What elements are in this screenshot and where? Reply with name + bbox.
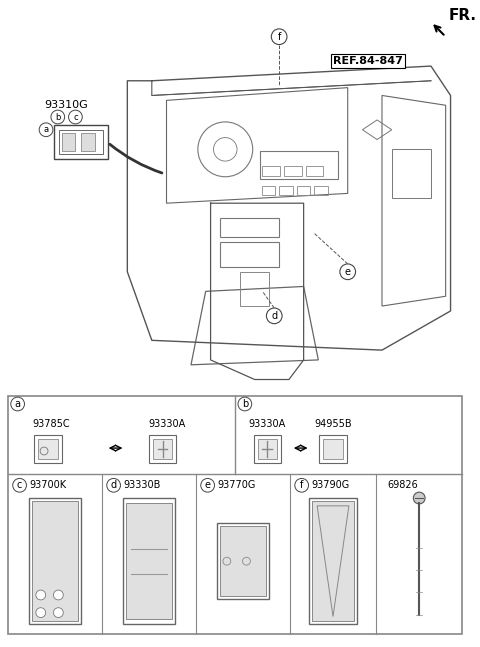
Bar: [240, 272, 269, 306]
Text: 94955B: 94955B: [314, 419, 352, 428]
Circle shape: [53, 590, 63, 600]
Bar: [59, 130, 103, 154]
Text: 93700K: 93700K: [29, 480, 67, 490]
Text: f: f: [277, 32, 281, 41]
Circle shape: [53, 608, 63, 617]
Bar: [312, 501, 354, 621]
Bar: [314, 186, 328, 195]
Text: c: c: [17, 480, 22, 490]
Text: e: e: [345, 267, 351, 277]
Bar: [149, 435, 176, 463]
Text: f: f: [300, 480, 303, 490]
Text: 93790G: 93790G: [312, 480, 350, 490]
Bar: [306, 166, 323, 176]
Bar: [260, 151, 338, 179]
Text: 93310G: 93310G: [45, 100, 88, 110]
Bar: [258, 439, 277, 459]
Bar: [34, 435, 62, 463]
Text: d: d: [110, 480, 117, 490]
Text: d: d: [271, 311, 277, 321]
Bar: [54, 125, 108, 159]
Bar: [323, 439, 343, 459]
Bar: [62, 133, 75, 151]
Bar: [153, 439, 172, 459]
Circle shape: [413, 492, 425, 504]
Bar: [81, 133, 95, 151]
Text: b: b: [242, 399, 248, 409]
Bar: [217, 523, 269, 599]
Bar: [38, 439, 58, 459]
Bar: [126, 503, 172, 619]
Text: e: e: [204, 480, 211, 490]
Circle shape: [36, 590, 46, 600]
Bar: [263, 166, 280, 176]
Bar: [319, 435, 347, 463]
Bar: [29, 498, 81, 624]
Bar: [253, 435, 281, 463]
Bar: [220, 218, 279, 237]
Text: b: b: [55, 113, 60, 122]
Text: a: a: [44, 126, 48, 134]
Bar: [279, 186, 293, 195]
Bar: [220, 243, 279, 267]
Bar: [123, 498, 175, 624]
Text: 93770G: 93770G: [217, 480, 256, 490]
Text: 93785C: 93785C: [32, 419, 70, 428]
Text: 93330B: 93330B: [123, 480, 161, 490]
Bar: [220, 526, 266, 596]
Text: REF.84-847: REF.84-847: [333, 56, 403, 66]
Circle shape: [36, 608, 46, 617]
Text: c: c: [73, 113, 78, 122]
Text: FR.: FR.: [449, 8, 477, 23]
Text: 93330A: 93330A: [249, 419, 286, 428]
Bar: [262, 186, 275, 195]
Text: 93330A: 93330A: [148, 419, 185, 428]
Text: a: a: [14, 399, 21, 409]
Bar: [297, 186, 311, 195]
Bar: [8, 396, 462, 634]
Bar: [392, 149, 431, 199]
Bar: [309, 498, 357, 624]
Bar: [32, 501, 78, 621]
Bar: [284, 166, 301, 176]
Text: 69826: 69826: [388, 480, 419, 490]
